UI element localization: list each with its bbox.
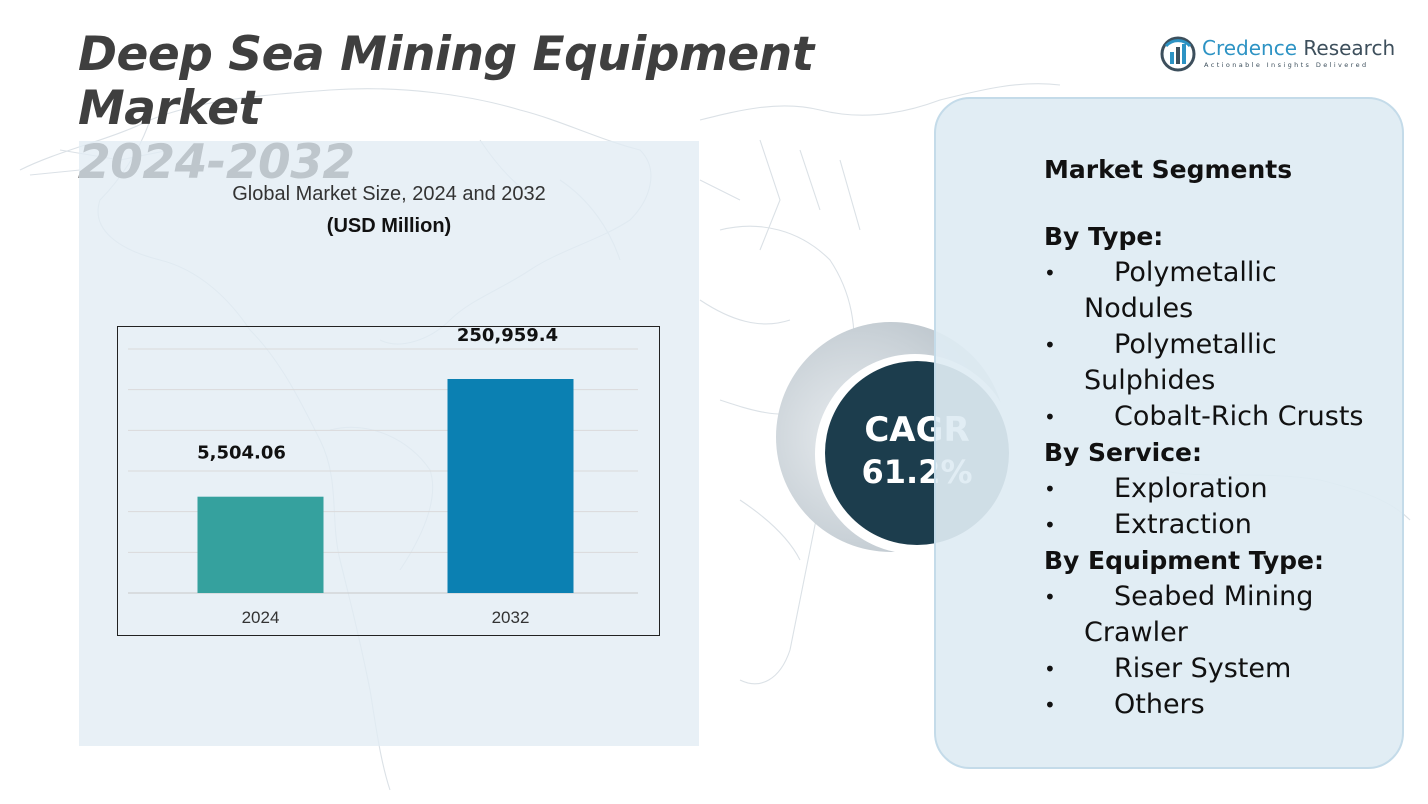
segment-item: • Seabed Mining Crawler [1044, 579, 1394, 651]
bullet-icon: • [1044, 513, 1056, 537]
market-segments-content: Market Segments By Type: • Polymetallic N… [1044, 155, 1394, 723]
bar-chart-circle-icon [1160, 36, 1196, 72]
bar-chart: 5,504.06 2024 250,959.4 2032 [117, 326, 660, 636]
segment-group-type: By Type: • Polymetallic Nodules • Polymeta… [1044, 219, 1394, 435]
segment-item-label: Seabed Mining Crawler [1084, 581, 1314, 648]
segment-item-label: Cobalt-Rich Crusts [1114, 401, 1364, 432]
bullet-icon: • [1044, 657, 1056, 681]
bullet-icon: • [1044, 261, 1056, 285]
segment-item-label: Extraction [1114, 509, 1252, 540]
segment-item-label: Riser System [1114, 653, 1292, 684]
segment-item: • Riser System [1044, 651, 1394, 687]
segment-item-label: Polymetallic Nodules [1084, 257, 1277, 324]
bullet-icon: • [1044, 693, 1056, 717]
segment-item: • Extraction [1044, 507, 1394, 543]
segment-group-service: By Service: • Exploration • Extraction [1044, 435, 1394, 543]
segment-list: • Exploration • Extraction [1044, 471, 1394, 543]
chart-unit: (USD Million) [326, 215, 452, 237]
bar-2032 [447, 379, 574, 593]
logo-name: Credence Research [1202, 36, 1395, 60]
bar-value-label: 250,959.4 [457, 327, 558, 346]
segment-item-label: Exploration [1114, 473, 1268, 504]
x-tick-label: 2024 [242, 608, 280, 627]
logo-name-part1: Credence [1202, 36, 1298, 60]
bar-value-label: 5,504.06 [197, 443, 286, 464]
segment-item: • Polymetallic Nodules [1044, 255, 1394, 327]
segment-group-equipment-type: By Equipment Type: • Seabed Mining Crawle… [1044, 543, 1394, 723]
segment-item: • Exploration [1044, 471, 1394, 507]
market-segments-panel: Market Segments By Type: • Polymetallic N… [934, 97, 1404, 769]
chart-panel [79, 141, 699, 746]
segment-item: • Polymetallic Sulphides [1044, 327, 1394, 399]
segment-item-label: Polymetallic Sulphides [1084, 329, 1277, 396]
segment-item-label: Others [1114, 689, 1205, 720]
bullet-icon: • [1044, 477, 1056, 501]
bullet-icon: • [1044, 585, 1056, 609]
bar-chart-svg: 5,504.06 2024 250,959.4 2032 [128, 327, 638, 627]
segment-group-title: By Equipment Type: [1044, 546, 1324, 575]
segment-group-title: By Type: [1044, 222, 1164, 251]
bullet-icon: • [1044, 405, 1056, 429]
bar-2024 [197, 496, 324, 593]
logo-name-part2: Research [1297, 36, 1396, 60]
credence-research-logo: Credence Research Actionable Insights De… [1160, 34, 1396, 76]
chart-title: Global Market Size, 2024 and 2032 [232, 183, 546, 205]
segment-list: • Seabed Mining Crawler • Riser System • Ot… [1044, 579, 1394, 723]
logo-tagline: Actionable Insights Delivered [1204, 61, 1369, 69]
title-line-1: Deep Sea Mining Equipment Market [78, 27, 814, 136]
segment-item: • Others [1044, 687, 1394, 723]
x-tick-label: 2032 [492, 608, 530, 627]
segment-item: • Cobalt-Rich Crusts [1044, 399, 1394, 435]
segment-list: • Polymetallic Nodules • Polymetallic Sulp… [1044, 255, 1394, 435]
segments-heading: Market Segments [1044, 155, 1293, 184]
bullet-icon: • [1044, 333, 1056, 357]
segment-group-title: By Service: [1044, 438, 1202, 467]
